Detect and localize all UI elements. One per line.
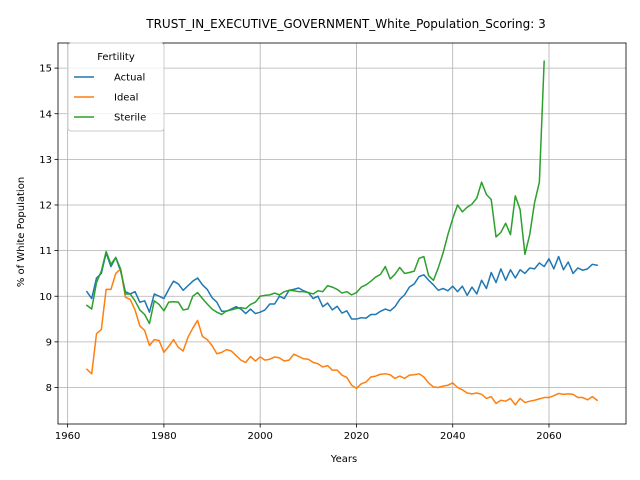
y-tick-label: 12 bbox=[39, 201, 52, 212]
y-tick-label: 10 bbox=[39, 292, 52, 303]
y-tick-label: 15 bbox=[39, 64, 52, 75]
legend: Fertility Actual Ideal Sterile bbox=[67, 42, 165, 132]
y-tick-label: 9 bbox=[46, 337, 52, 348]
legend-entries: Actual Ideal Sterile bbox=[74, 73, 146, 124]
y-axis-label: % of White Population bbox=[16, 177, 27, 287]
legend-label-ideal: Ideal bbox=[114, 93, 138, 104]
x-tick-label: 2040 bbox=[440, 431, 465, 442]
legend-box bbox=[67, 42, 165, 132]
legend-label-actual: Actual bbox=[114, 73, 145, 84]
x-tick-label: 1960 bbox=[55, 431, 80, 442]
x-tick-label: 2000 bbox=[247, 431, 272, 442]
y-tick-label: 13 bbox=[39, 155, 52, 166]
series-line-sterile bbox=[85, 60, 545, 325]
series-line-ideal bbox=[85, 268, 599, 406]
x-tick-label: 1980 bbox=[151, 431, 176, 442]
series-lines bbox=[85, 60, 599, 406]
x-tick-label: 2020 bbox=[344, 431, 369, 442]
chart-title: TRUST_IN_EXECUTIVE_GOVERNMENT_White_Popu… bbox=[145, 17, 545, 31]
y-tick-label: 11 bbox=[39, 246, 52, 257]
series-line-actual bbox=[85, 252, 598, 320]
x-axis-label: Years bbox=[330, 454, 357, 465]
x-axis-ticks: 1960 1980 2000 2020 2040 2060 bbox=[55, 424, 562, 442]
legend-title: Fertility bbox=[97, 52, 135, 63]
y-tick-label: 8 bbox=[46, 383, 52, 394]
y-tick-label: 14 bbox=[39, 109, 52, 120]
plot-area bbox=[57, 42, 627, 425]
legend-label-sterile: Sterile bbox=[114, 113, 146, 124]
x-tick-label: 2060 bbox=[536, 431, 561, 442]
y-axis-ticks: 8 9 10 11 12 13 14 15 bbox=[39, 64, 58, 394]
